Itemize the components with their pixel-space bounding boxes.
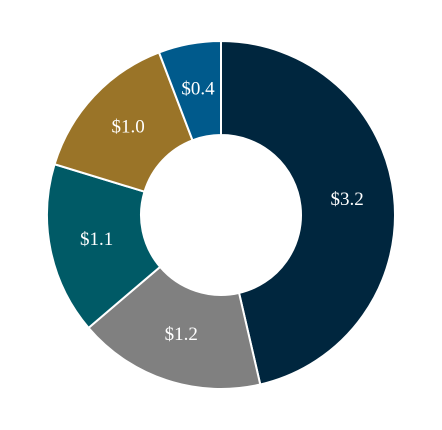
- slice: [46, 163, 162, 330]
- slice: [87, 265, 262, 390]
- data-label: $3.2: [331, 189, 364, 210]
- slice: [220, 39, 396, 386]
- data-label: $1.0: [112, 117, 145, 138]
- data-label: $1.2: [165, 324, 198, 345]
- data-label: $0.4: [181, 78, 215, 99]
- slice: [157, 39, 222, 142]
- slice: [53, 51, 194, 193]
- data-label: $1.1: [80, 229, 113, 250]
